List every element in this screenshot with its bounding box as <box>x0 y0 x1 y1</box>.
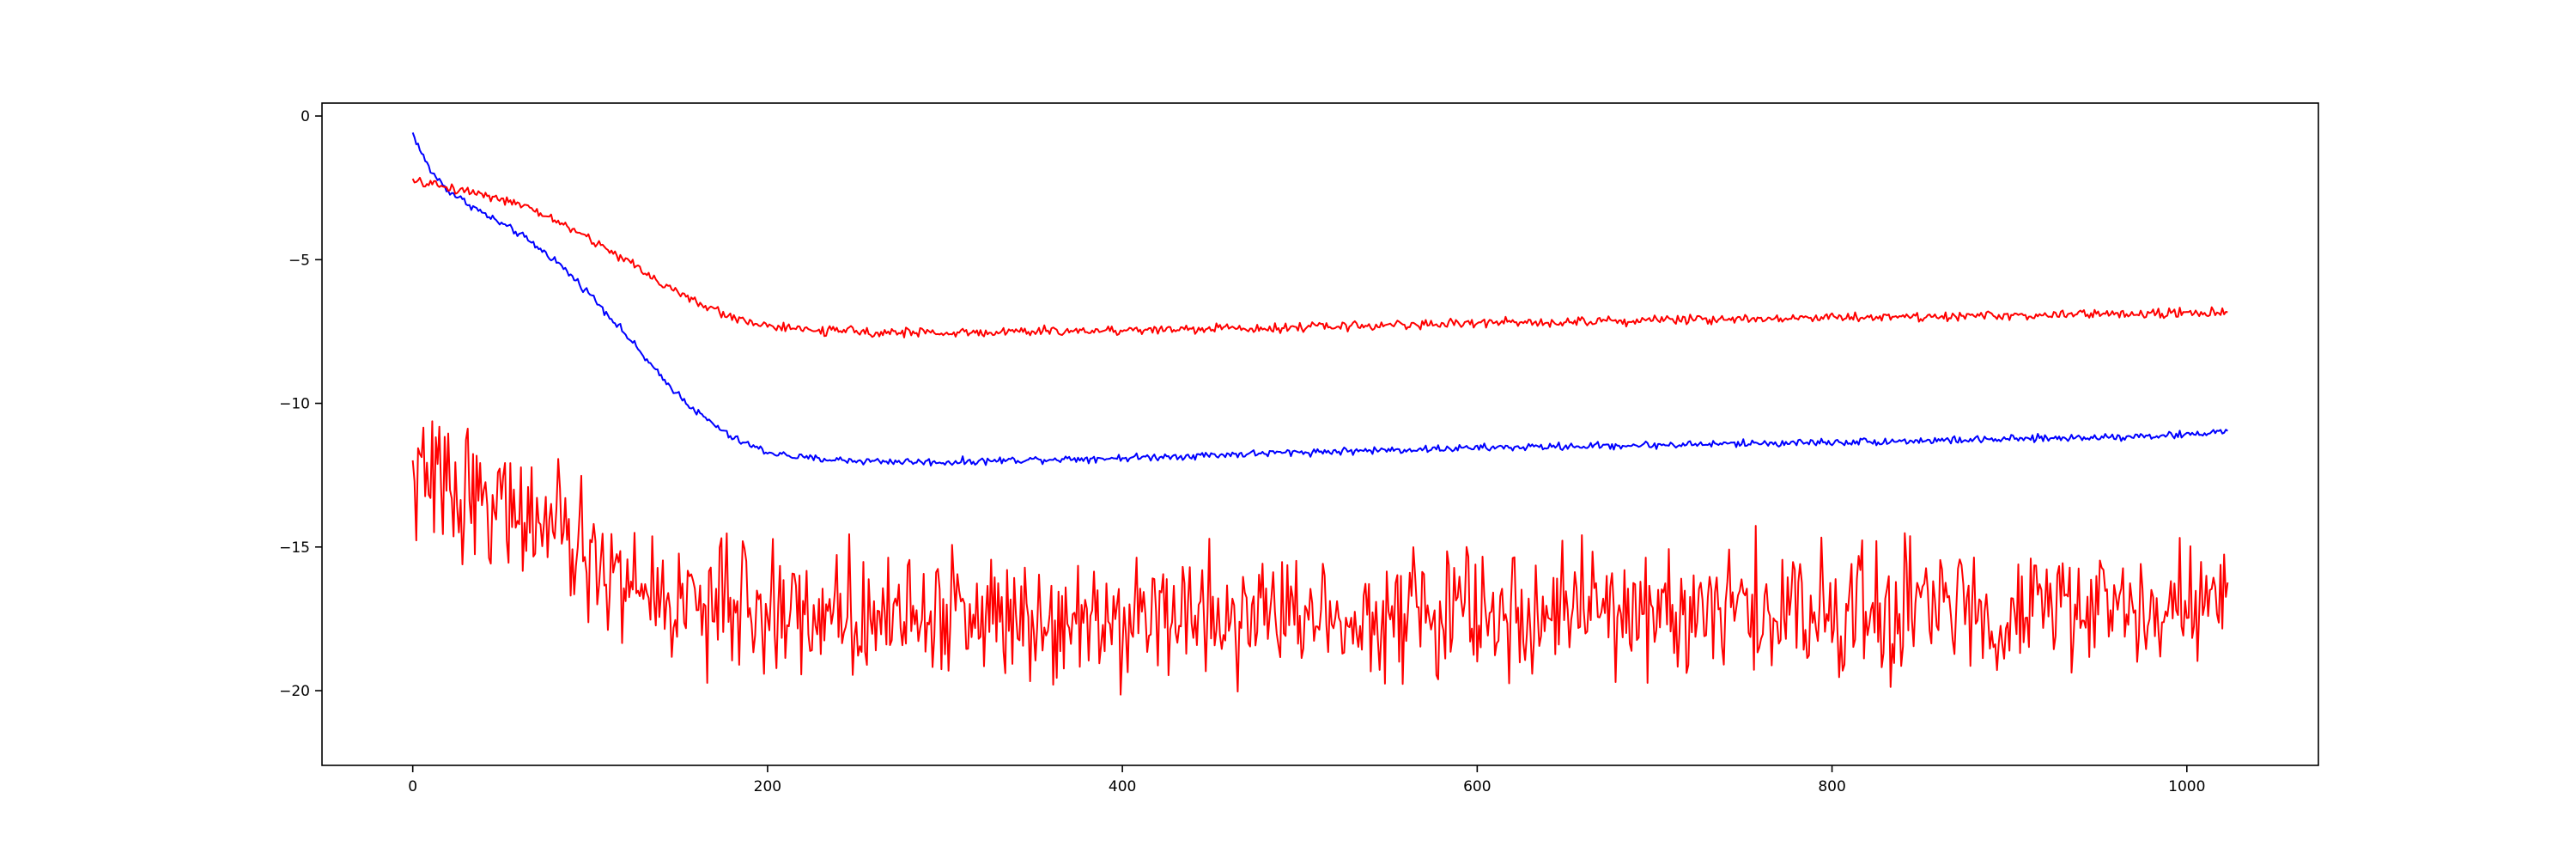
x-tick-label: 1000 <box>2168 778 2205 795</box>
x-tick-label: 200 <box>754 778 781 795</box>
plot-frame <box>321 102 2319 766</box>
x-tick-label: 0 <box>408 778 417 795</box>
y-tick-label: −10 <box>279 396 310 413</box>
series-1-line <box>411 132 2228 467</box>
y-tick-label: −15 <box>279 539 310 557</box>
series-3-line <box>411 420 2229 696</box>
x-tick-label: 600 <box>1463 778 1491 795</box>
y-tick-label: −20 <box>279 683 310 700</box>
y-tick-label: 0 <box>301 108 310 125</box>
y-axis: 0 −5 −10 −15 −20 <box>279 108 322 700</box>
series-2-line <box>411 176 2228 338</box>
series-layer <box>411 132 2229 696</box>
x-axis: 0 200 400 600 800 1000 <box>408 765 2205 795</box>
x-tick-label: 400 <box>1109 778 1136 795</box>
x-tick-label: 800 <box>1818 778 1845 795</box>
plot-area <box>322 103 2318 765</box>
y-tick-label: −5 <box>289 252 310 269</box>
